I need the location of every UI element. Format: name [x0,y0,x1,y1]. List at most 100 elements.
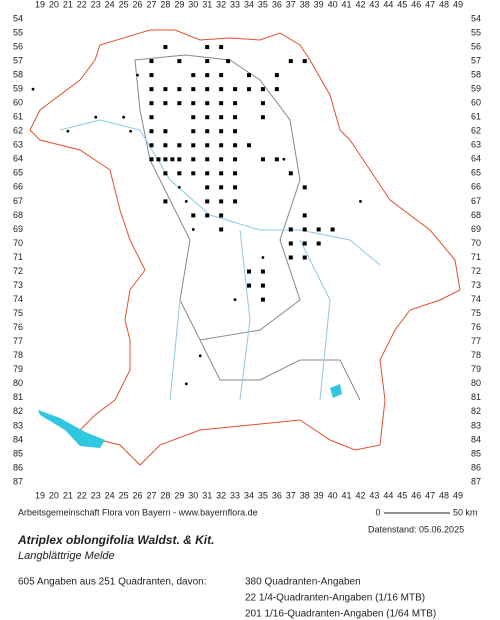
column-label: 44 [383,0,393,9]
record-square [149,59,154,64]
record-square [191,157,196,162]
record-square [219,129,224,134]
row-label: 56 [471,41,481,51]
row-label: 75 [471,308,481,318]
column-label: 41 [342,0,352,9]
column-label: 39 [314,490,324,500]
row-label: 79 [13,364,23,374]
date: Datenstand: 05.06.2025 [368,524,464,534]
record-square [288,59,293,64]
column-label: 26 [133,0,143,9]
row-label: 69 [471,224,481,234]
column-label: 45 [397,490,407,500]
row-label: 65 [13,168,23,178]
row-label: 65 [471,168,481,178]
record-square [233,87,238,92]
record-square [191,101,196,106]
record-square [205,171,210,176]
row-label: 66 [13,182,23,192]
record-square [205,115,210,120]
record-dot [122,115,125,119]
record-square [233,199,238,204]
record-square [260,297,265,302]
record-square [288,255,293,260]
column-label: 48 [439,490,449,500]
record-square [260,115,265,120]
record-square [247,73,251,78]
record-square [177,101,182,106]
record-square [302,241,307,246]
row-label: 86 [13,462,23,472]
column-label: 48 [439,0,449,9]
record-square [177,157,182,162]
column-label: 25 [119,0,129,9]
row-label: 77 [13,336,23,346]
record-square [260,101,265,106]
record-square [205,213,210,218]
record-square [205,185,210,190]
record-dot [184,199,188,203]
column-label: 20 [49,0,59,9]
row-label: 63 [13,140,23,150]
region-border [134,54,361,401]
source: Arbeitsgemeinschaft Flora von Bayern - w… [18,507,258,517]
record-square [260,269,265,274]
row-label: 72 [13,266,23,276]
column-label: 23 [91,490,101,500]
record-square [163,171,168,176]
record-square [302,59,307,64]
column-label: 36 [272,0,282,9]
column-label: 49 [453,0,463,9]
record-square [177,143,182,148]
record-square [233,115,238,120]
record-dot [66,129,70,133]
record-square [205,101,210,106]
record-square [149,87,154,92]
record-square [219,185,224,190]
summary: 605 Angaben aus 251 Quadranten, davon: [18,577,207,588]
record-square [260,157,265,162]
scale-label: 0 [375,507,380,517]
column-label: 38 [300,0,310,9]
record-square [177,59,182,64]
row-label: 67 [13,196,23,206]
row-label: 66 [471,182,481,192]
record-square [205,45,210,50]
column-label: 35 [258,0,268,9]
column-label: 49 [453,490,463,500]
record-square [205,157,210,162]
row-label: 57 [471,55,481,65]
record-square [233,171,238,176]
row-label: 62 [13,126,23,136]
column-label: 44 [383,490,393,500]
record-square [205,129,210,134]
record-square [191,129,196,134]
record-square [191,73,196,78]
column-label: 30 [188,490,198,500]
column-label: 40 [328,490,338,500]
row-label: 57 [13,55,23,65]
row-label: 62 [471,126,481,136]
record-square [233,143,238,148]
row-label: 72 [471,266,481,276]
record-square [316,241,321,246]
record-square [247,87,251,92]
record-dot [136,73,139,77]
column-label: 45 [397,0,407,9]
column-label: 29 [174,0,184,9]
column-label: 20 [49,490,59,500]
record-square [219,73,224,78]
row-label: 75 [13,308,23,318]
row-label: 59 [471,84,481,94]
record-square [219,227,224,232]
record-square [260,283,265,288]
record-dot [184,382,188,386]
record-dot [191,228,195,231]
column-label: 35 [258,490,268,500]
record-square [149,115,154,120]
record-square [274,87,279,92]
record-square [163,143,168,148]
record-square [247,143,251,148]
row-label: 74 [13,294,23,304]
record-square [177,171,182,176]
